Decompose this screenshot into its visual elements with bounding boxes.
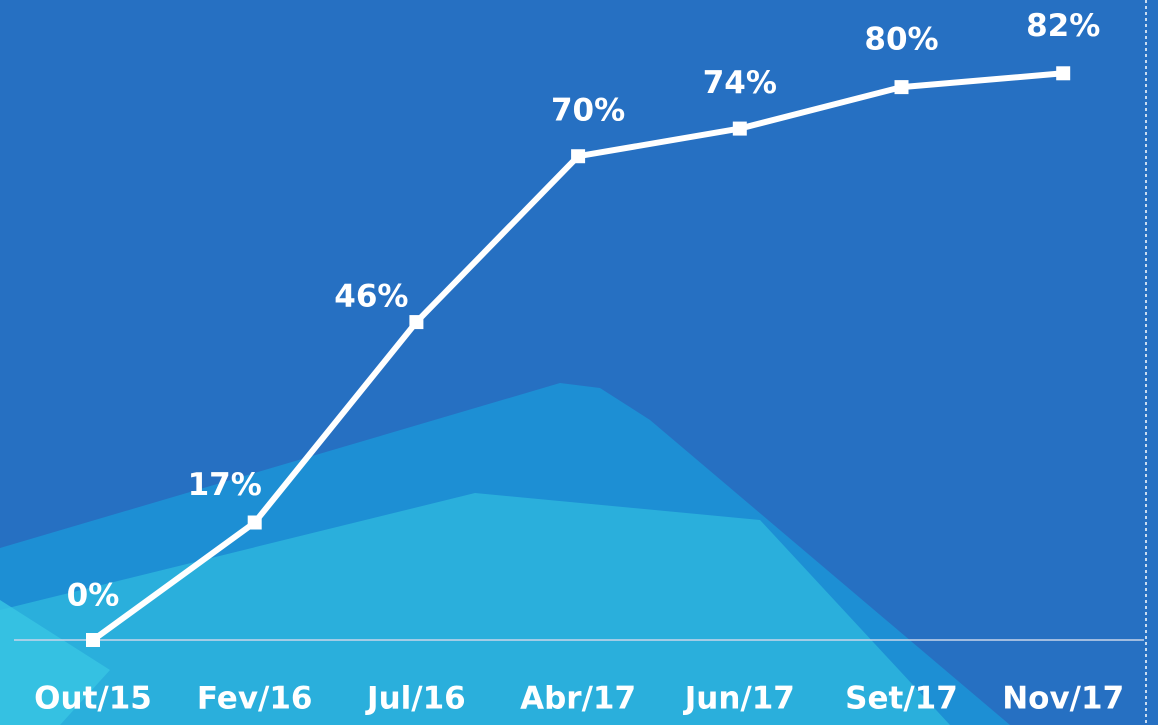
data-point bbox=[1056, 66, 1070, 80]
data-label: 17% bbox=[188, 467, 262, 503]
data-label: 46% bbox=[334, 279, 408, 315]
data-label: 0% bbox=[67, 578, 120, 614]
data-label: 74% bbox=[703, 65, 777, 101]
data-label: 80% bbox=[864, 22, 938, 58]
data-point bbox=[895, 80, 909, 94]
x-tick-label: Jun/17 bbox=[683, 681, 795, 717]
x-tick-label: Abr/17 bbox=[520, 681, 636, 717]
chart: Out/15 Fev/16 Jul/16 Abr/17 Jun/17 Set/17 Nov/… bbox=[0, 0, 1158, 725]
x-tick-label: Nov/17 bbox=[1002, 681, 1124, 717]
data-point bbox=[571, 149, 585, 163]
page: Out/15 Fev/16 Jul/16 Abr/17 Jun/17 Set/17 Nov/… bbox=[0, 0, 1158, 725]
data-label: 82% bbox=[1026, 8, 1100, 44]
x-tick-label: Set/17 bbox=[845, 681, 958, 717]
x-tick-label: Jul/16 bbox=[365, 681, 466, 717]
data-point bbox=[733, 122, 747, 136]
x-tick-label: Fev/16 bbox=[197, 681, 313, 717]
data-label: 70% bbox=[551, 93, 625, 129]
x-tick-label: Out/15 bbox=[34, 681, 152, 717]
data-point bbox=[86, 633, 100, 647]
data-point bbox=[409, 315, 423, 329]
data-point bbox=[248, 516, 262, 530]
